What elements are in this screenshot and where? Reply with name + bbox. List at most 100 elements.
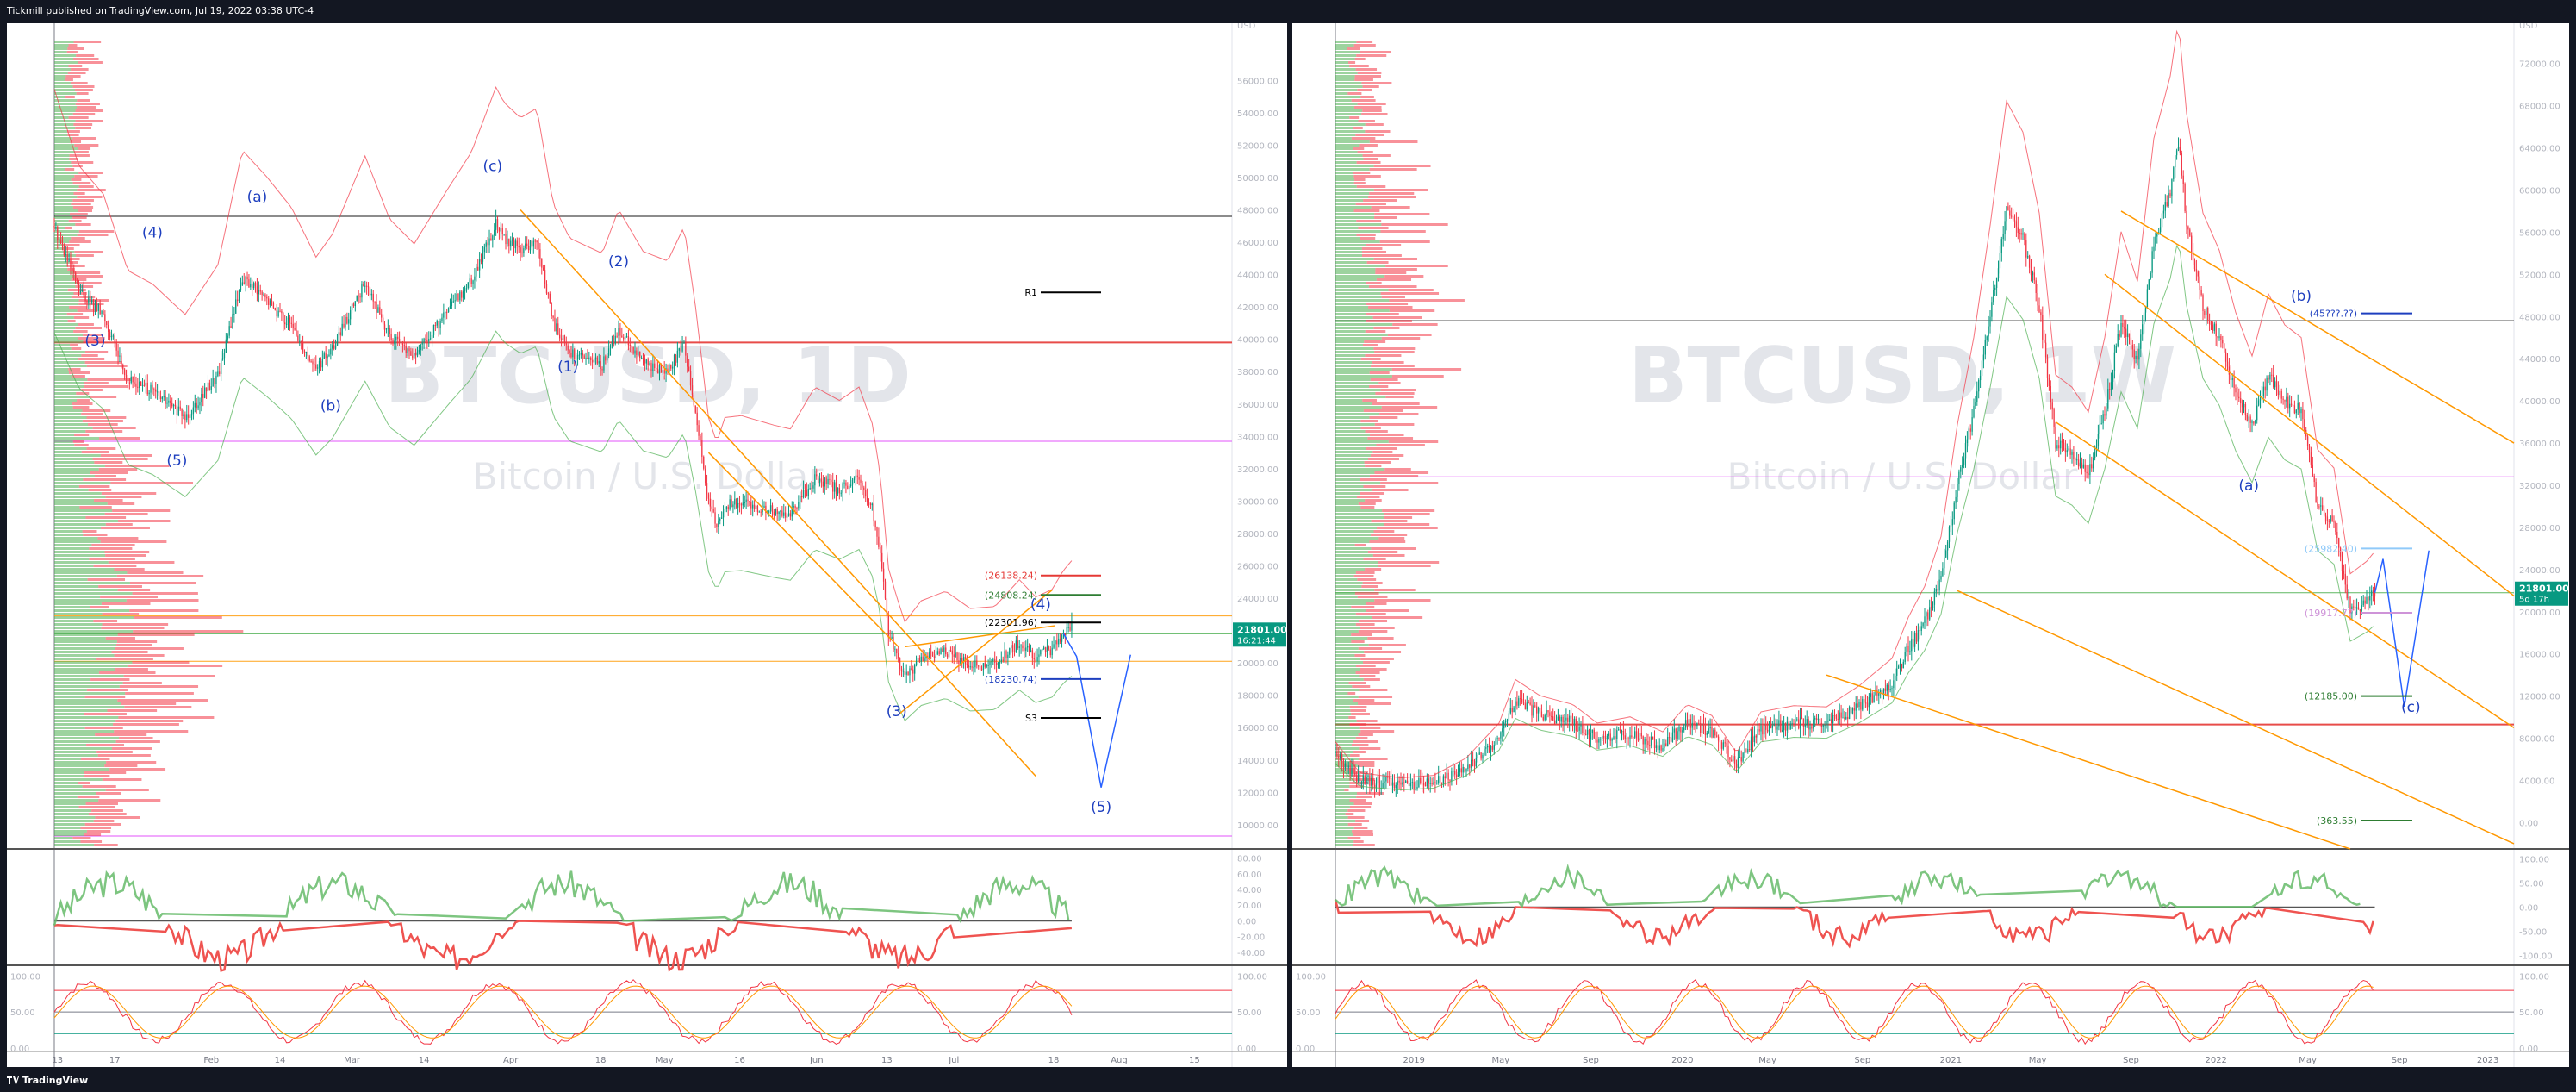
candle-body xyxy=(2015,221,2018,228)
volume-profile-bar xyxy=(54,137,72,140)
volume-profile-bar xyxy=(1383,513,1430,515)
candle-body xyxy=(1586,729,1589,735)
volume-profile-bar xyxy=(54,737,120,739)
trend-channel-line xyxy=(1957,590,2515,845)
candle-body xyxy=(55,227,57,228)
candle-body xyxy=(1447,772,1449,780)
candle-body xyxy=(660,365,663,373)
candle-body xyxy=(1948,527,1951,542)
candle-body xyxy=(1815,718,1818,721)
volume-profile-bar xyxy=(1335,737,1356,739)
candle-body xyxy=(1434,782,1436,783)
candle-body xyxy=(1775,723,1776,730)
candle-body xyxy=(1560,716,1562,722)
volume-profile-bar xyxy=(1335,516,1384,519)
volume-profile-bar xyxy=(1349,806,1372,808)
right-chart-panel[interactable]: BTCUSD, 1W Bitcoin / U.S. Dollar 0.00 400… xyxy=(1292,23,2569,1067)
candle-body xyxy=(2135,355,2137,359)
candle-body xyxy=(494,229,495,236)
volume-profile-bar xyxy=(54,689,87,691)
volume-profile-bar xyxy=(54,271,75,274)
volume-profile-bar xyxy=(54,451,82,453)
volume-profile-bar xyxy=(1385,265,1448,267)
candle-body xyxy=(971,666,973,668)
volume-profile-bar xyxy=(1352,147,1365,150)
candle-body xyxy=(1938,579,1940,591)
candle-body xyxy=(2040,312,2042,315)
candle-body xyxy=(636,350,638,355)
volume-profile-bar xyxy=(54,351,85,353)
volume-profile-bar xyxy=(82,420,123,422)
volume-profile-bar xyxy=(54,444,75,446)
left-chart-panel[interactable]: BTCUSD, 1D Bitcoin / U.S. Dollar 10000.0… xyxy=(7,23,1287,1067)
volume-profile-bar xyxy=(1335,223,1382,226)
volume-profile-bar xyxy=(74,434,90,436)
candle-body xyxy=(461,291,463,298)
candle-body xyxy=(2348,596,2349,599)
volume-profile-bar xyxy=(1335,227,1359,229)
candle-body xyxy=(1559,716,1560,722)
volume-profile-bar xyxy=(1335,392,1376,395)
candle-body xyxy=(1882,688,1885,696)
left-chart-canvas[interactable]: BTCUSD, 1D Bitcoin / U.S. Dollar 10000.0… xyxy=(7,23,1287,1067)
candle-body xyxy=(1596,739,1598,743)
candle-body xyxy=(1986,336,1988,340)
volume-profile-bar xyxy=(1384,523,1430,526)
candle-body xyxy=(2089,464,2091,476)
volume-profile-bar xyxy=(1363,409,1403,412)
volume-profile-bar xyxy=(88,423,118,426)
candle-body xyxy=(1496,738,1498,739)
volume-profile-bar xyxy=(68,368,81,371)
candle-body xyxy=(1833,714,1836,716)
volume-profile-bar xyxy=(1381,337,1421,340)
volume-profile-bar xyxy=(1335,716,1349,719)
volume-profile-bar xyxy=(71,68,89,71)
volume-profile-bar xyxy=(1358,647,1383,650)
volume-profile-bar xyxy=(54,199,73,202)
candle-body xyxy=(701,440,703,457)
candle-body xyxy=(1765,725,1767,730)
volume-profile-bar xyxy=(78,172,103,174)
candle-body xyxy=(310,360,312,362)
lower-band-line xyxy=(53,330,1073,722)
volume-profile-bar xyxy=(54,837,73,839)
candle-body xyxy=(1457,771,1459,777)
candle-body xyxy=(2313,476,2315,483)
volume-profile-bar xyxy=(1364,651,1402,653)
wave-label: (1) xyxy=(557,359,578,376)
candle-body xyxy=(1344,763,1347,769)
volume-profile-bar xyxy=(1335,413,1380,415)
candle-body xyxy=(1742,752,1744,762)
candle-body xyxy=(534,240,536,242)
candle-body xyxy=(1909,651,1911,652)
candle-body xyxy=(2328,520,2330,522)
candle-body xyxy=(734,498,736,505)
candle-body xyxy=(1966,439,1969,443)
candle-body xyxy=(563,335,566,343)
candle-body xyxy=(2318,506,2320,508)
volume-profile-bar xyxy=(1335,823,1348,826)
candle-body xyxy=(2104,414,2106,416)
right-chart-canvas[interactable]: BTCUSD, 1W Bitcoin / U.S. Dollar 0.00400… xyxy=(1292,23,2569,1067)
volume-profile-bar xyxy=(78,806,115,808)
volume-profile-bar xyxy=(1335,820,1356,822)
volume-profile-bar xyxy=(54,430,86,433)
candle-body xyxy=(1902,661,1904,669)
candle-body xyxy=(951,650,954,655)
volume-profile-bar xyxy=(1371,489,1409,491)
y-tick-label: 8000.00 xyxy=(2519,735,2554,745)
candle-body xyxy=(2275,381,2278,390)
candle-body xyxy=(814,474,816,486)
candle-body xyxy=(685,341,687,356)
candle-body xyxy=(1062,633,1065,639)
candle-body xyxy=(1571,718,1574,726)
volume-profile-bar xyxy=(1335,444,1377,446)
candle-body xyxy=(2110,381,2112,390)
candle-body xyxy=(1549,712,1551,716)
volume-profile-bar xyxy=(129,609,199,612)
candle-body xyxy=(1744,752,1745,753)
candle-body xyxy=(909,668,911,676)
volume-profile-bar xyxy=(54,675,124,677)
candle-body xyxy=(809,488,811,490)
volume-profile-bar xyxy=(72,206,94,209)
